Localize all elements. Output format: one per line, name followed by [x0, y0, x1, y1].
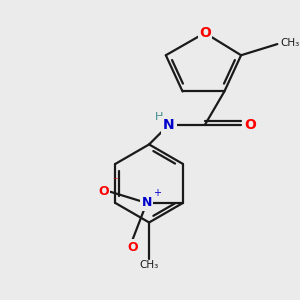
Text: N: N — [142, 196, 152, 209]
Text: O: O — [199, 26, 211, 40]
Text: O: O — [98, 185, 109, 198]
Text: O: O — [244, 118, 256, 132]
Text: ⁻: ⁻ — [112, 176, 118, 186]
Text: +: + — [153, 188, 161, 198]
Text: CH₃: CH₃ — [280, 38, 299, 48]
Text: N: N — [163, 118, 174, 132]
Text: O: O — [128, 241, 138, 254]
Text: CH₃: CH₃ — [140, 260, 159, 270]
Text: H: H — [155, 112, 164, 122]
